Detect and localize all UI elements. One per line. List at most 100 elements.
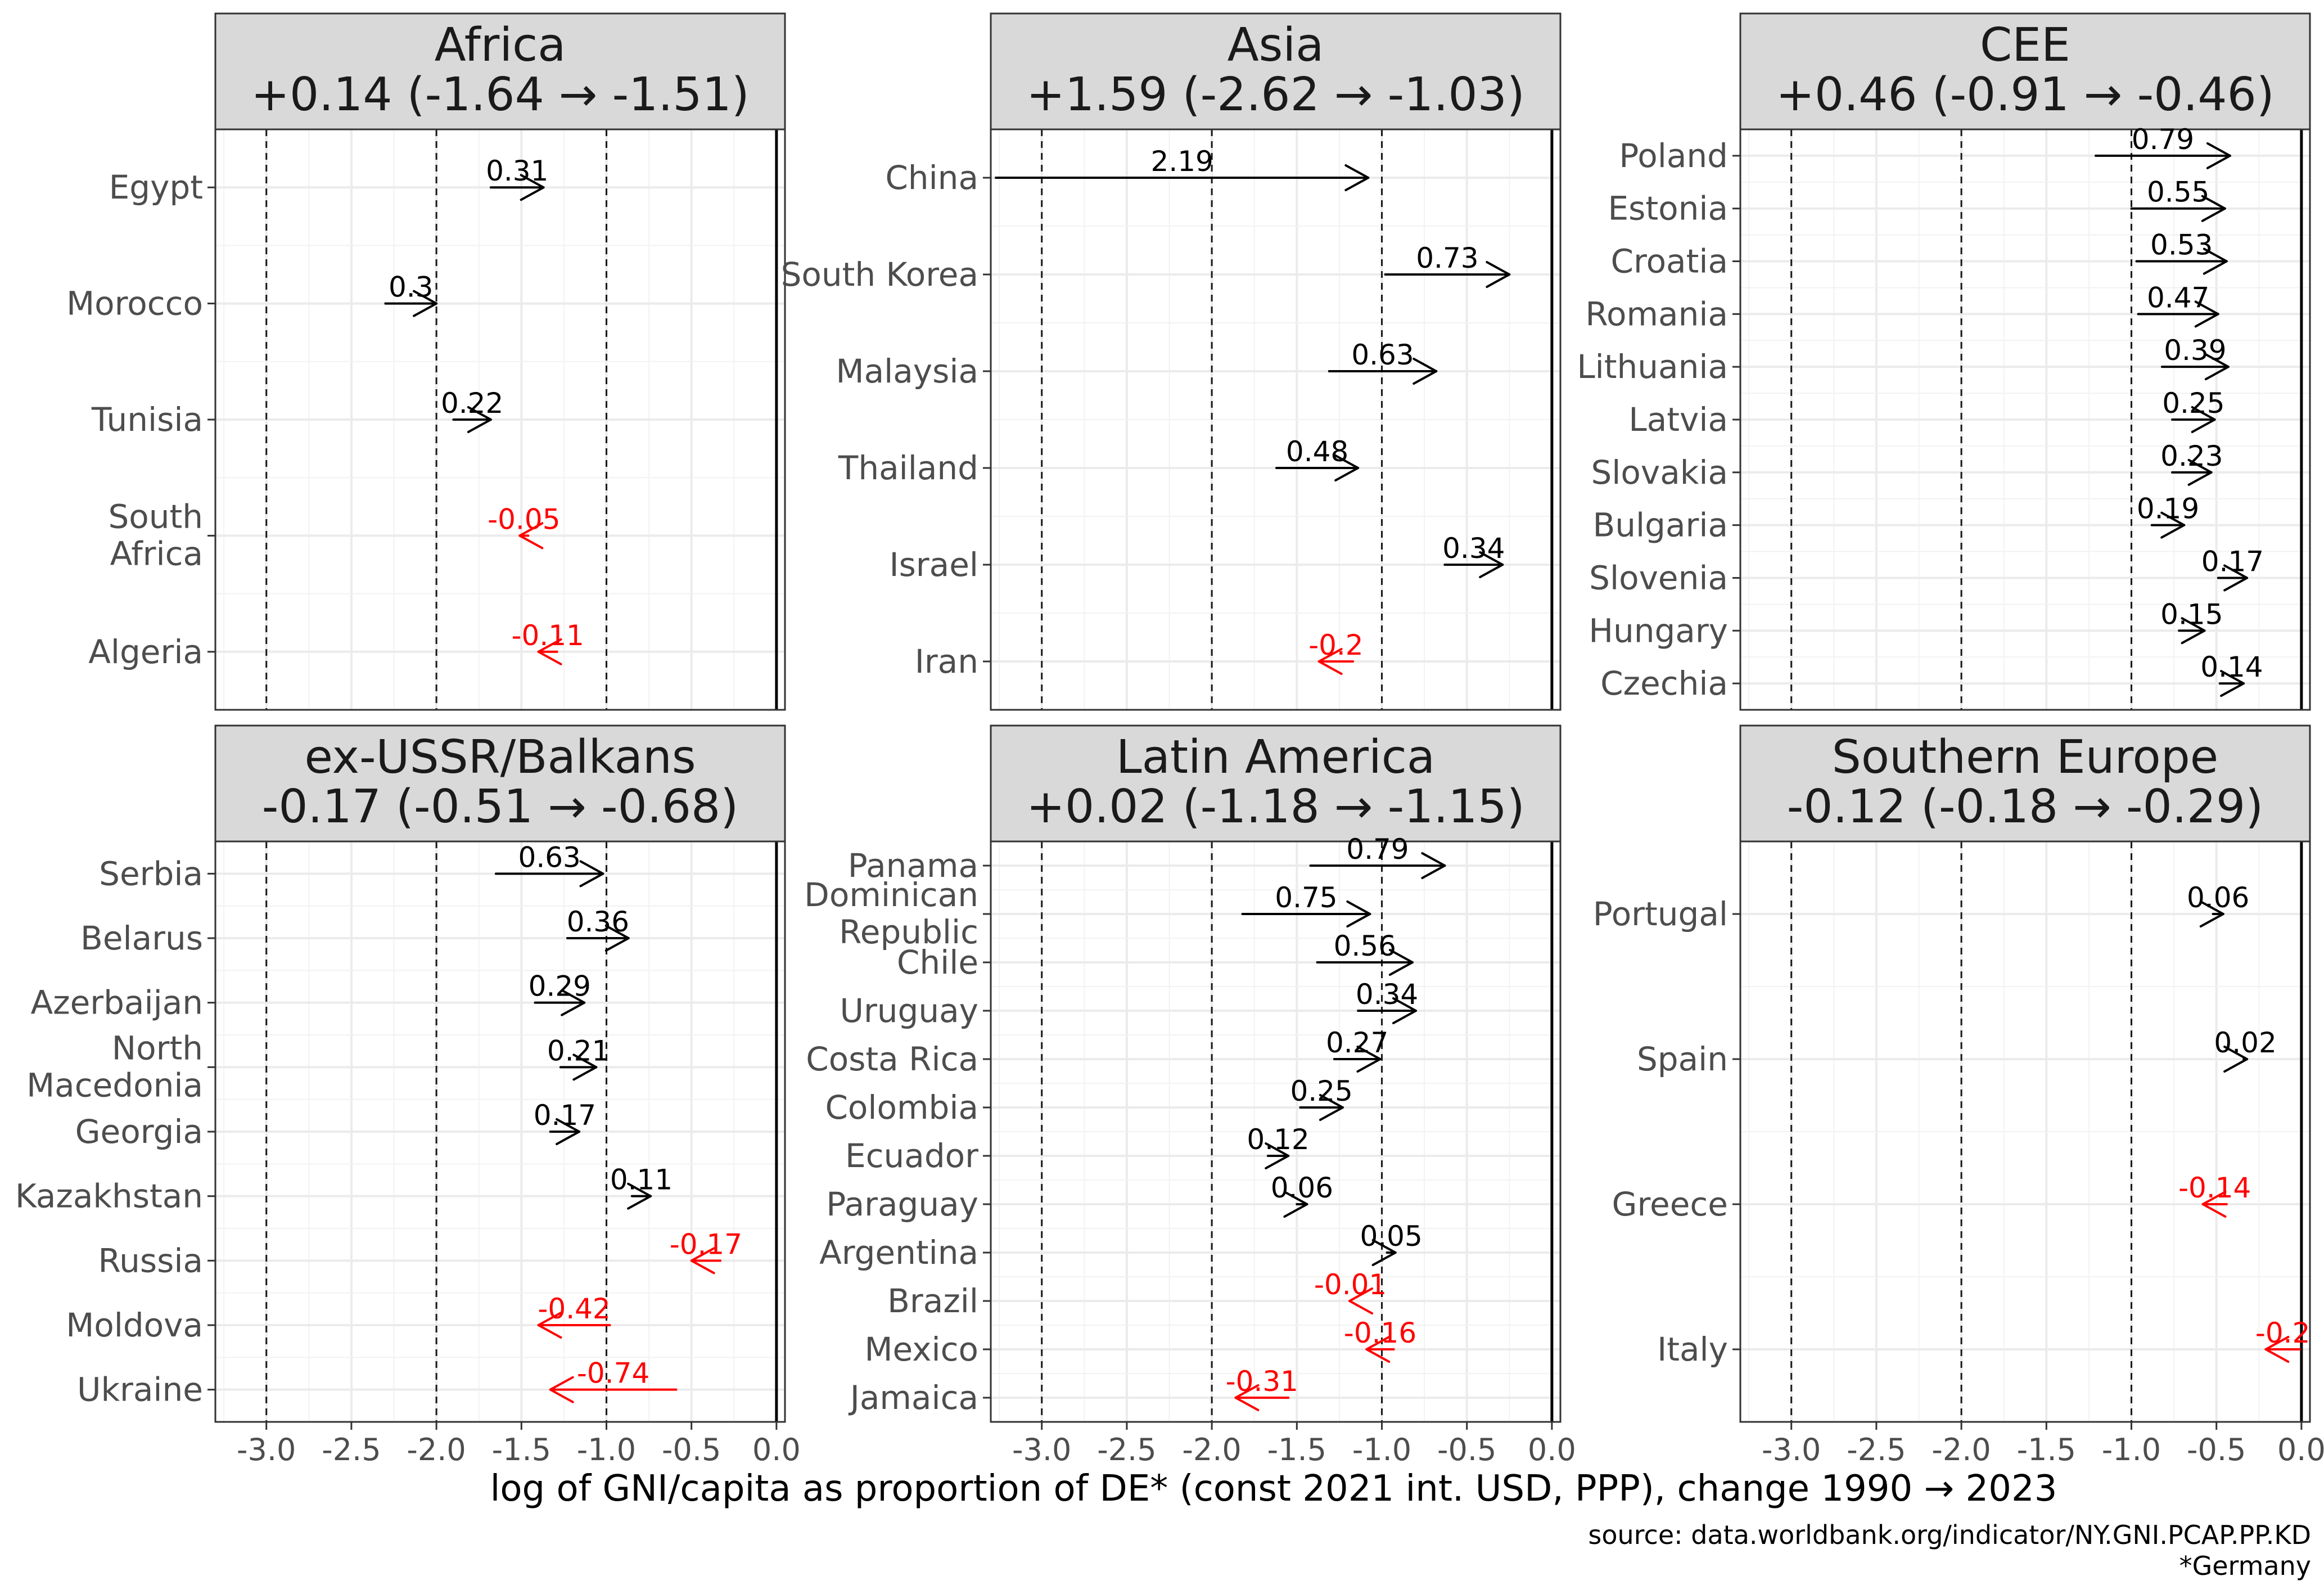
- country-label-line: Macedonia: [26, 1066, 203, 1104]
- country-label-hungary: Hungary: [1589, 611, 1728, 650]
- x-tick-label: -0.5: [1437, 1432, 1496, 1467]
- value-label: -0.11: [511, 619, 584, 652]
- x-tick-label: -2.5: [322, 1432, 381, 1467]
- value-label: 0.19: [2137, 493, 2199, 525]
- row-croatia: Croatia 0.53: [1611, 229, 2228, 281]
- row-serbia: Serbia 0.63: [99, 841, 604, 893]
- country-label-italy: Italy: [1657, 1330, 1728, 1368]
- country-label-egypt: Egypt: [109, 168, 203, 206]
- row-romania: Romania 0.47: [1585, 281, 2219, 333]
- country-label-moldova: Moldova: [66, 1306, 203, 1344]
- panel-border: [1739, 840, 2311, 1423]
- value-label: 0.12: [1247, 1123, 1309, 1156]
- country-label-south-korea: South Korea: [781, 255, 978, 294]
- arrow-head: [2201, 1191, 2227, 1218]
- value-label: 0.48: [1286, 435, 1348, 468]
- arrow-head: [1265, 1142, 1290, 1169]
- value-label: 0.39: [2164, 334, 2226, 367]
- row-north-macedonia: North Macedonia 0.21: [26, 1029, 610, 1104]
- country-label-costa-rica: Costa Rica: [806, 1040, 978, 1078]
- arrow-head: [2187, 458, 2213, 486]
- country-label-russia: Russia: [98, 1241, 203, 1280]
- arrow-head: [1388, 949, 1414, 976]
- arrow-head: [549, 1376, 574, 1403]
- row-moldova: Moldova -0.42: [66, 1293, 611, 1344]
- arrow-head: [1348, 1287, 1374, 1314]
- country-label-croatia: Croatia: [1611, 242, 1729, 281]
- row-china: China 2.19: [885, 145, 1370, 197]
- country-label-kazakhstan: Kazakhstan: [15, 1177, 203, 1215]
- panel-africa: Africa+0.14 (-1.64 → -1.51)Egypt 0.31Moro…: [66, 12, 786, 711]
- row-italy: Italy -0.2: [1657, 1317, 2310, 1368]
- row-iran: Iran -0.2: [915, 629, 1364, 681]
- country-label-lithuania: Lithuania: [1577, 348, 1728, 386]
- value-label: 0.73: [1416, 242, 1478, 274]
- country-label-mexico: Mexico: [864, 1330, 978, 1368]
- country-label-iran: Iran: [915, 642, 978, 681]
- country-label-south-africa: South Africa: [108, 497, 203, 573]
- x-tick-label: 0.0: [2277, 1432, 2324, 1467]
- value-label: 0.79: [1346, 833, 1409, 866]
- row-bulgaria: Bulgaria 0.19: [1592, 493, 2199, 544]
- value-label: 0.22: [441, 387, 503, 420]
- row-ukraine: Ukraine -0.74: [77, 1357, 678, 1409]
- source-caption: source: data.worldbank.org/indicator/NY.…: [1588, 1520, 2311, 1550]
- x-tick-label: 0.0: [752, 1432, 801, 1467]
- arrow-head: [1356, 1046, 1382, 1073]
- row-tunisia: Tunisia 0.22: [91, 387, 503, 439]
- panel-ex-ussr-balkans: ex-USSR/Balkans-0.17 (-0.51 → -0.68) Serb…: [15, 724, 801, 1467]
- value-label: 0.21: [547, 1034, 610, 1067]
- country-label-azerbaijan: Azerbaijan: [30, 984, 203, 1022]
- country-label-brazil: Brazil: [887, 1282, 978, 1320]
- row-portugal: Portugal 0.06: [1593, 881, 2250, 933]
- country-label-estonia: Estonia: [1608, 190, 1728, 228]
- value-label: 0.34: [1356, 978, 1418, 1011]
- arrow-head: [2160, 511, 2186, 539]
- arrow-head: [2220, 670, 2245, 697]
- arrow-head: [1421, 852, 1446, 879]
- country-label-north-macedonia: North Macedonia: [26, 1029, 203, 1104]
- row-mexico: Mexico -0.16: [864, 1317, 1416, 1368]
- country-label-line: South: [108, 497, 203, 535]
- value-label: 0.36: [567, 906, 629, 938]
- panel-border: [990, 840, 1562, 1423]
- x-tick-label: -2.5: [1847, 1432, 1906, 1467]
- panel-title: CEE: [1980, 19, 2070, 72]
- value-label: -0.74: [577, 1357, 649, 1390]
- value-label: -0.31: [1226, 1365, 1298, 1398]
- row-egypt: Egypt 0.31: [109, 155, 549, 206]
- panel-cee: CEE+0.46 (-0.91 → -0.46) Poland 0.79 Estoni…: [1577, 12, 2311, 711]
- row-jamaica: Jamaica -0.31: [849, 1365, 1298, 1417]
- panel-strip: [990, 724, 1562, 843]
- country-label-morocco: Morocco: [66, 285, 203, 323]
- value-label: 0.17: [534, 1099, 596, 1132]
- value-label: 0.3: [389, 271, 434, 304]
- row-czechia: Czechia 0.14: [1600, 651, 2263, 703]
- arrow-head: [690, 1247, 715, 1275]
- row-estonia: Estonia 0.55: [1608, 176, 2226, 228]
- value-label: -0.42: [538, 1293, 610, 1325]
- x-tick-label: -1.0: [1352, 1432, 1411, 1467]
- arrow-head: [556, 1118, 581, 1145]
- country-label-belarus: Belarus: [80, 919, 203, 957]
- x-tick-label: -3.0: [237, 1432, 296, 1467]
- arrow-head: [1334, 454, 1360, 481]
- country-label-romania: Romania: [1585, 295, 1728, 333]
- value-label: -0.01: [1314, 1268, 1387, 1301]
- arrow-head: [1319, 1094, 1344, 1121]
- arrow-head: [2223, 1046, 2249, 1073]
- country-label-slovenia: Slovenia: [1589, 559, 1728, 597]
- arrow-head: [1344, 164, 1370, 191]
- arrow-head: [2194, 300, 2219, 328]
- row-georgia: Georgia 0.17: [75, 1099, 596, 1151]
- panel-strip: [990, 12, 1562, 130]
- panel-strip: [214, 724, 786, 843]
- x-tick-label: -2.0: [1932, 1432, 1991, 1467]
- country-label-bulgaria: Bulgaria: [1592, 506, 1728, 544]
- row-azerbaijan: Azerbaijan 0.29: [30, 970, 591, 1022]
- arrow-head: [1392, 997, 1417, 1024]
- value-label: 0.63: [1351, 339, 1414, 371]
- x-tick-label: 0.0: [1528, 1432, 1576, 1467]
- row-paraguay: Paraguay 0.06: [826, 1172, 1333, 1223]
